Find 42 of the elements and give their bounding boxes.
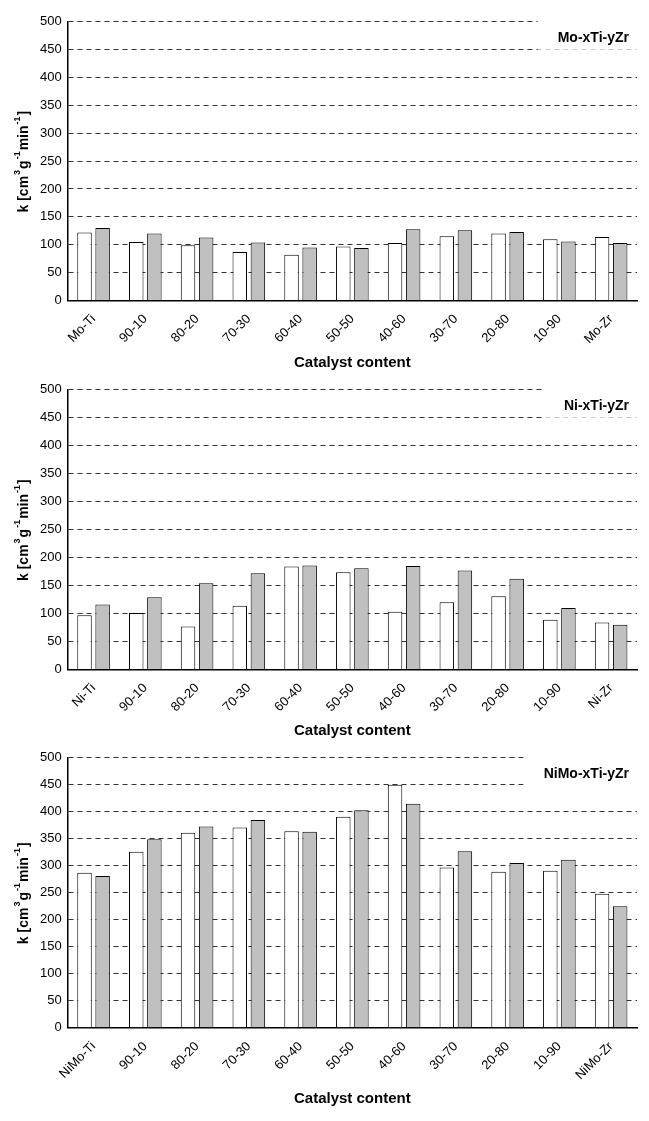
y-tick-label: 450 xyxy=(39,409,62,425)
y-tick-label: 400 xyxy=(39,803,62,819)
y-tick-label: 500 xyxy=(39,13,62,29)
x-axis-title: Catalyst content xyxy=(293,721,411,739)
x-axis-title: Catalyst content xyxy=(293,353,411,371)
y-tick-label: 350 xyxy=(39,830,62,846)
y-tick-label: 400 xyxy=(39,69,62,85)
y-tick-label: 100 xyxy=(39,605,62,621)
y-tick-label: 500 xyxy=(39,749,62,765)
y-axis-title: k [cm3g-1min-1] xyxy=(12,479,31,581)
y-tick-label: 300 xyxy=(39,493,62,509)
y-tick-label: 300 xyxy=(39,124,62,140)
x-axis-title: Catalyst content xyxy=(293,1089,411,1107)
y-axis-title: k [cm3g-1min-1] xyxy=(12,110,31,213)
y-tick-label: 50 xyxy=(47,264,62,280)
y-tick-label: 150 xyxy=(39,938,62,954)
y-axis-title: k [cm3g-1min-1] xyxy=(12,842,31,945)
text: Mo-xTi-yZr xyxy=(557,28,630,45)
y-tick-label: 250 xyxy=(39,521,62,537)
y-tick-label: 50 xyxy=(47,633,62,649)
y-tick-label: 200 xyxy=(39,180,62,196)
y-tick-label: 0 xyxy=(54,292,62,308)
y-tick-label: 0 xyxy=(54,1019,62,1035)
y-tick-label: 0 xyxy=(54,661,62,677)
y-tick-label: 450 xyxy=(39,41,62,57)
text: Ni-xTi-yZr xyxy=(563,396,630,413)
y-tick-label: 300 xyxy=(39,857,62,873)
y-tick-label: 200 xyxy=(39,911,62,927)
y-tick-label: 250 xyxy=(39,152,62,168)
y-tick-label: 100 xyxy=(39,965,62,981)
y-tick-label: 350 xyxy=(39,96,62,112)
y-tick-label: 150 xyxy=(39,208,62,224)
y-tick-label: 450 xyxy=(39,776,62,792)
y-tick-label: 500 xyxy=(39,381,62,397)
text: NiMo-xTi-yZr xyxy=(543,764,630,781)
y-tick-label: 350 xyxy=(39,465,62,481)
y-tick-label: 150 xyxy=(39,577,62,593)
y-tick-label: 100 xyxy=(39,236,62,252)
y-tick-label: 200 xyxy=(39,549,62,565)
y-tick-label: 250 xyxy=(39,884,62,900)
y-tick-label: 50 xyxy=(47,992,62,1008)
y-tick-label: 400 xyxy=(39,437,62,453)
